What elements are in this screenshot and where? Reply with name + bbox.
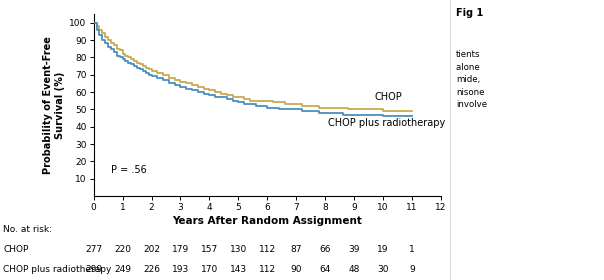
Text: 202: 202 <box>143 245 160 254</box>
Text: 143: 143 <box>230 265 247 274</box>
Y-axis label: Probability of Event-Free
Survival (%): Probability of Event-Free Survival (%) <box>43 36 65 174</box>
Text: 170: 170 <box>201 265 218 274</box>
Text: 220: 220 <box>114 245 131 254</box>
Text: 226: 226 <box>143 265 160 274</box>
Text: 1: 1 <box>409 245 415 254</box>
Text: 39: 39 <box>349 245 360 254</box>
Text: 249: 249 <box>114 265 131 274</box>
Text: 64: 64 <box>320 265 331 274</box>
Text: CHOP plus radiotherapy: CHOP plus radiotherapy <box>3 265 111 274</box>
X-axis label: Years After Random Assignment: Years After Random Assignment <box>172 216 362 226</box>
Text: CHOP: CHOP <box>374 92 402 102</box>
Text: 19: 19 <box>378 245 389 254</box>
Text: No. at risk:: No. at risk: <box>3 225 52 234</box>
Text: CHOP: CHOP <box>3 245 28 254</box>
Text: 112: 112 <box>259 265 276 274</box>
Text: 66: 66 <box>320 245 331 254</box>
Text: 299: 299 <box>85 265 102 274</box>
Text: 179: 179 <box>172 245 189 254</box>
Text: 48: 48 <box>349 265 360 274</box>
Text: 277: 277 <box>85 245 102 254</box>
Text: Fig 1: Fig 1 <box>456 8 483 18</box>
Text: 9: 9 <box>409 265 415 274</box>
Text: 157: 157 <box>201 245 218 254</box>
Text: 112: 112 <box>259 245 276 254</box>
Text: P = .56: P = .56 <box>111 165 147 175</box>
Text: 90: 90 <box>291 265 302 274</box>
Text: 193: 193 <box>172 265 189 274</box>
Text: 87: 87 <box>291 245 302 254</box>
Text: CHOP plus radiotherapy: CHOP plus radiotherapy <box>328 118 445 128</box>
Text: 130: 130 <box>230 245 247 254</box>
Text: 30: 30 <box>378 265 389 274</box>
Text: tients
alone 
mide,
nisone
involve: tients alone mide, nisone involve <box>456 50 487 109</box>
